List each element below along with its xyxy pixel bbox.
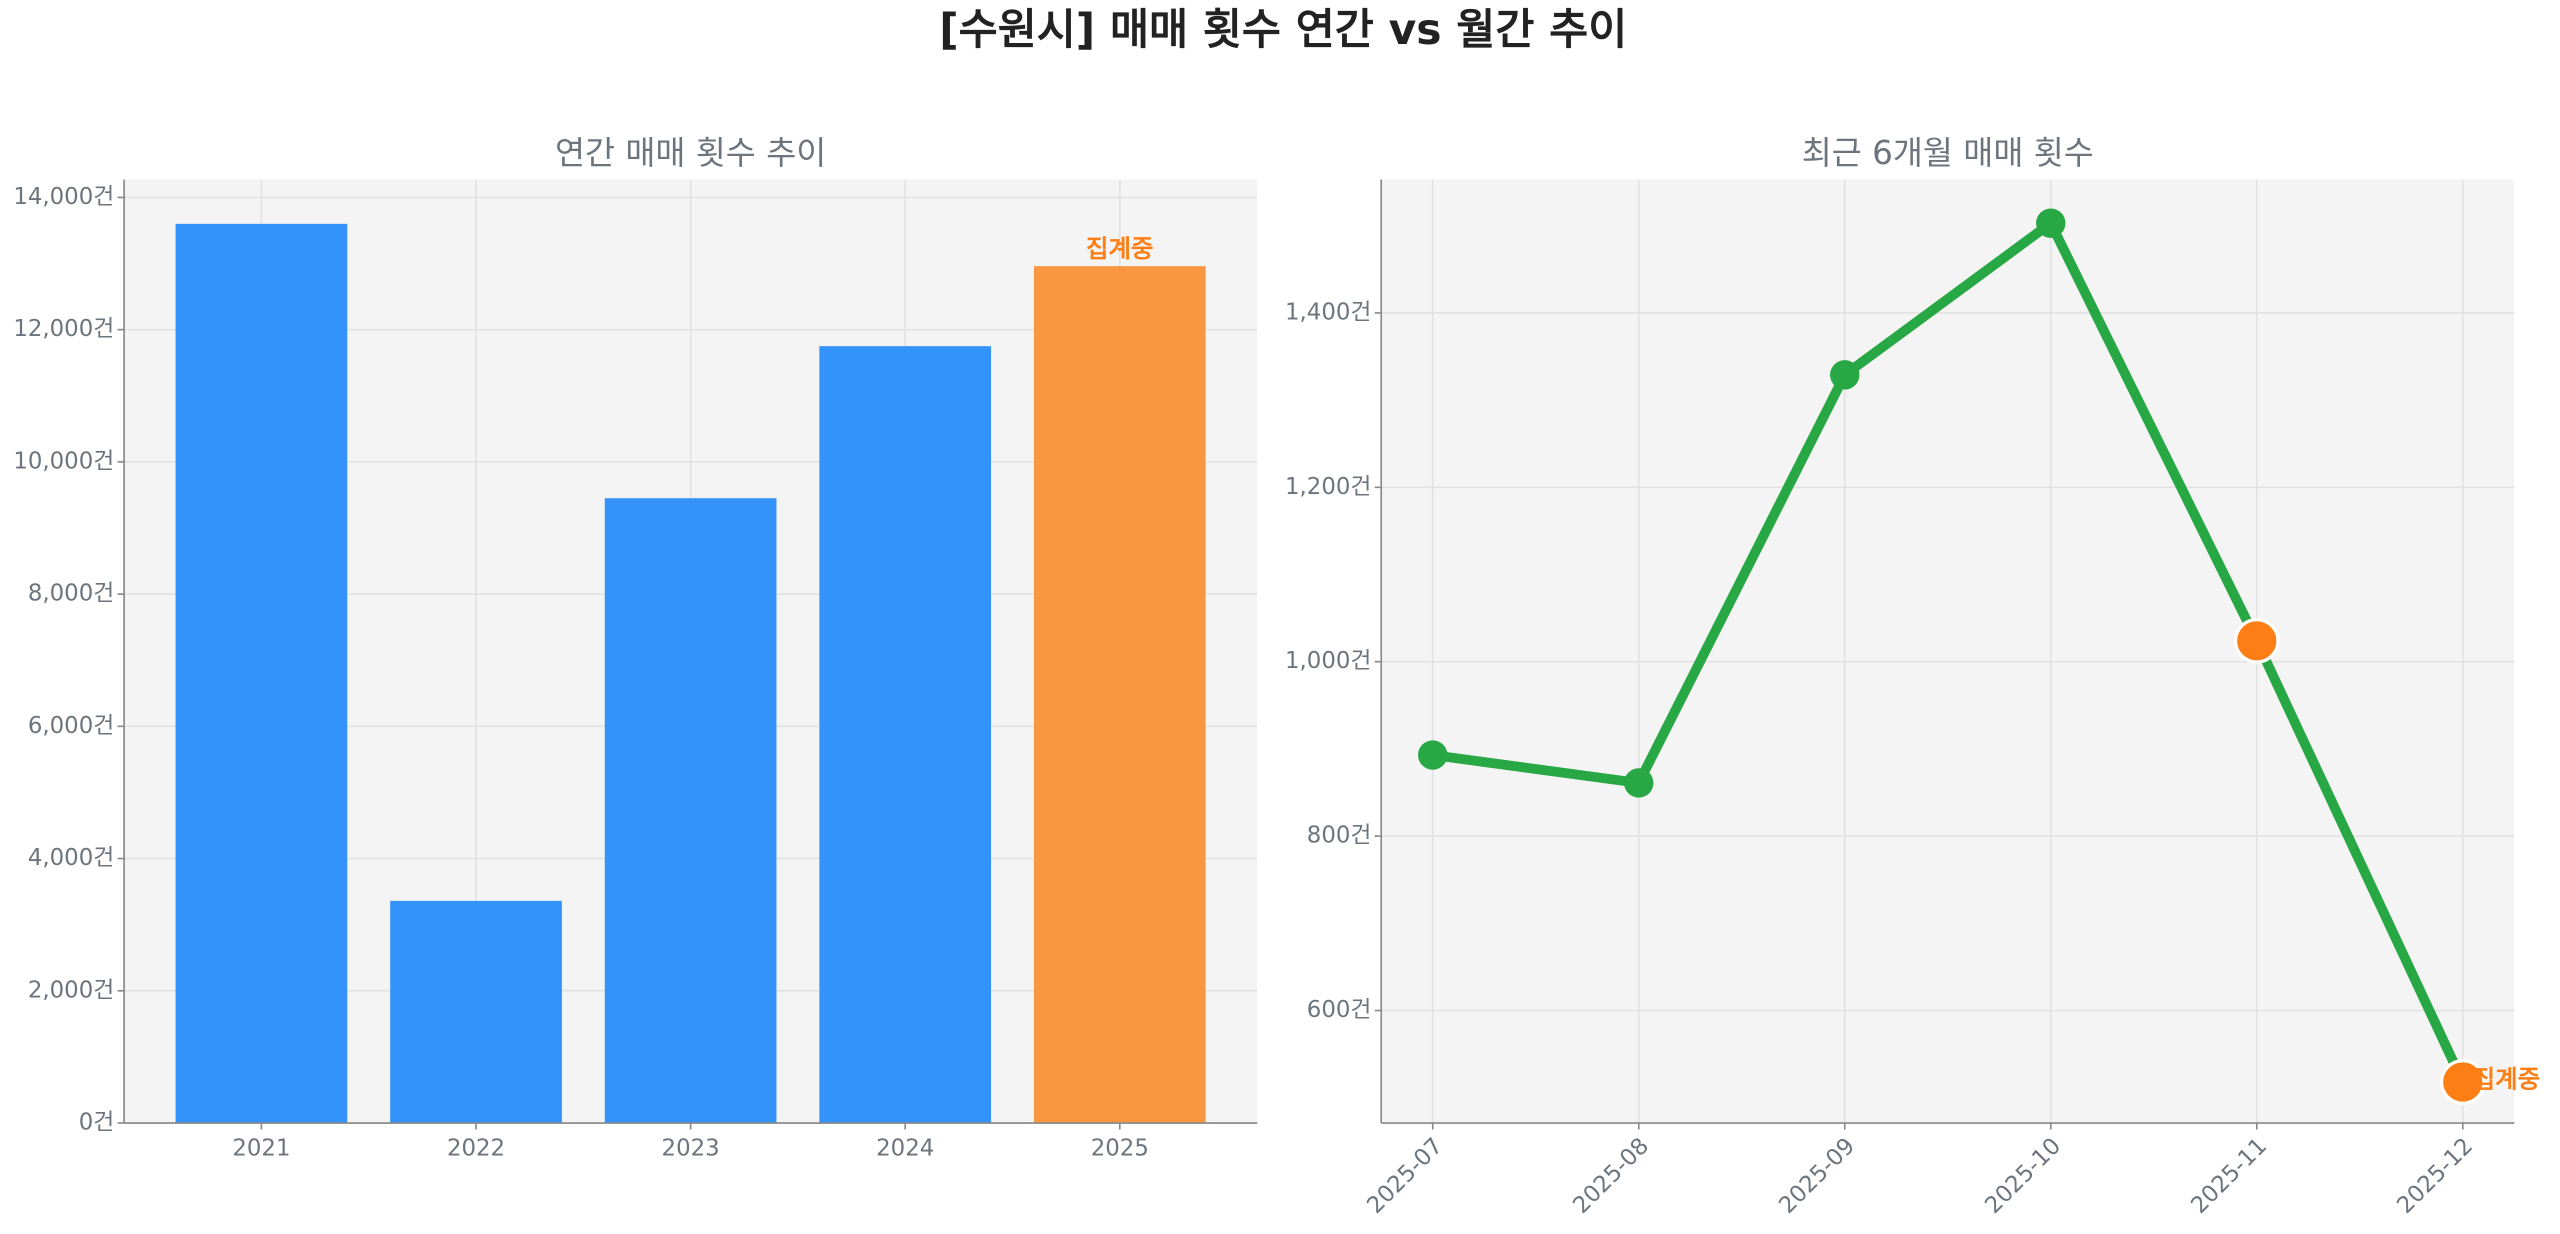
marker	[1418, 740, 1448, 770]
x-tick-label: 2025-07	[1362, 1133, 1448, 1219]
bar	[1033, 266, 1206, 1124]
marker	[2439, 1059, 2486, 1105]
figure-title: [수원시] 매매 횟수 연간 vs 월간 추이	[939, 6, 1627, 55]
annotation: 집계중	[1086, 234, 1154, 263]
y-tick-label: 1,200건	[1285, 474, 1371, 500]
x-tick-label: 2025-09	[1774, 1133, 1860, 1219]
y-tick-label: 8,000건	[28, 581, 114, 607]
x-tick-label: 2025-08	[1568, 1133, 1654, 1219]
subplot-title: 최근 6개월 매매 횟수	[1802, 134, 2094, 172]
plot-area	[1381, 179, 2515, 1124]
x-tick-label: 2023	[662, 1136, 720, 1162]
marker	[1830, 360, 1860, 390]
marker	[1624, 768, 1654, 798]
annotation: 집계중	[2473, 1064, 2541, 1093]
bar	[819, 346, 992, 1124]
x-tick-label: 2025-11	[2186, 1133, 2272, 1219]
marker	[2036, 208, 2066, 238]
x-tick-label: 2021	[232, 1136, 290, 1162]
x-tick-label: 2024	[876, 1136, 934, 1162]
marker	[2233, 617, 2280, 664]
y-tick-label: 1,000건	[1285, 648, 1371, 674]
bar	[604, 498, 777, 1124]
x-tick-label: 2025	[1091, 1136, 1149, 1162]
line	[1432, 218, 2468, 1085]
y-tick-label: 0건	[79, 1110, 115, 1136]
x-tick-label: 2022	[447, 1136, 505, 1162]
x-tick-label: 2025-10	[1980, 1133, 2066, 1219]
y-tick-label: 14,000건	[13, 184, 114, 210]
bar	[390, 900, 562, 1124]
y-tick-label: 800건	[1307, 823, 1372, 849]
subplot-title: 연간 매매 횟수 추이	[555, 134, 826, 172]
y-tick-label: 6,000건	[28, 713, 114, 739]
y-tick-label: 1,400건	[1285, 299, 1371, 325]
bar	[175, 223, 348, 1124]
y-tick-label: 12,000건	[13, 316, 114, 342]
y-tick-label: 10,000건	[13, 448, 114, 474]
y-tick-label: 600건	[1307, 997, 1372, 1023]
x-tick-label: 2025-12	[2392, 1133, 2478, 1219]
y-tick-label: 4,000건	[28, 845, 114, 871]
y-tick-label: 2,000건	[28, 977, 114, 1003]
